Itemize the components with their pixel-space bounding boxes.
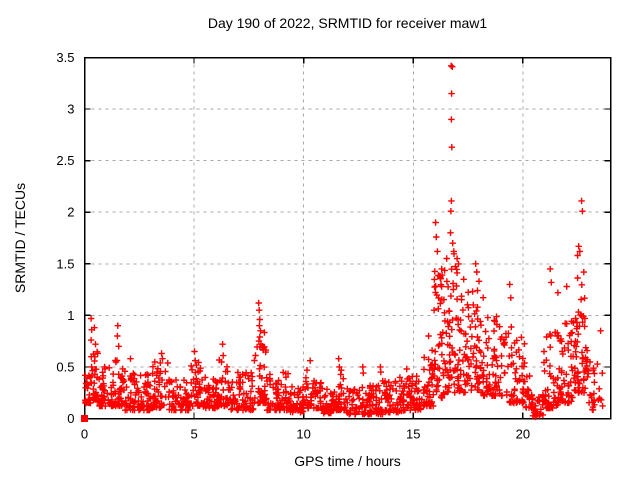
y-tick-label: 2.5 [56, 153, 74, 168]
x-tick-label: 20 [516, 427, 530, 442]
x-axis-label: GPS time / hours [294, 453, 401, 469]
y-tick-label: 1 [67, 308, 74, 323]
x-tick-label: 10 [296, 427, 310, 442]
y-tick-label: 2 [67, 205, 74, 220]
x-tick-label: 15 [406, 427, 420, 442]
plot-border [83, 56, 612, 420]
y-tick-label: 3.5 [56, 50, 74, 65]
y-tick-label: 3 [67, 102, 74, 117]
x-tick-label: 0 [81, 427, 88, 442]
data-points [82, 62, 606, 421]
chart-title: Day 190 of 2022, SRMTID for receiver maw… [207, 15, 488, 31]
y-tick-label: 1.5 [56, 256, 74, 271]
y-tick-label: 0 [67, 411, 74, 426]
y-tick-label: 0.5 [56, 359, 74, 374]
y-axis-label: SRMTID / TECUs [12, 182, 28, 294]
x-tick-label: 5 [190, 427, 197, 442]
origin-marker [81, 415, 88, 422]
